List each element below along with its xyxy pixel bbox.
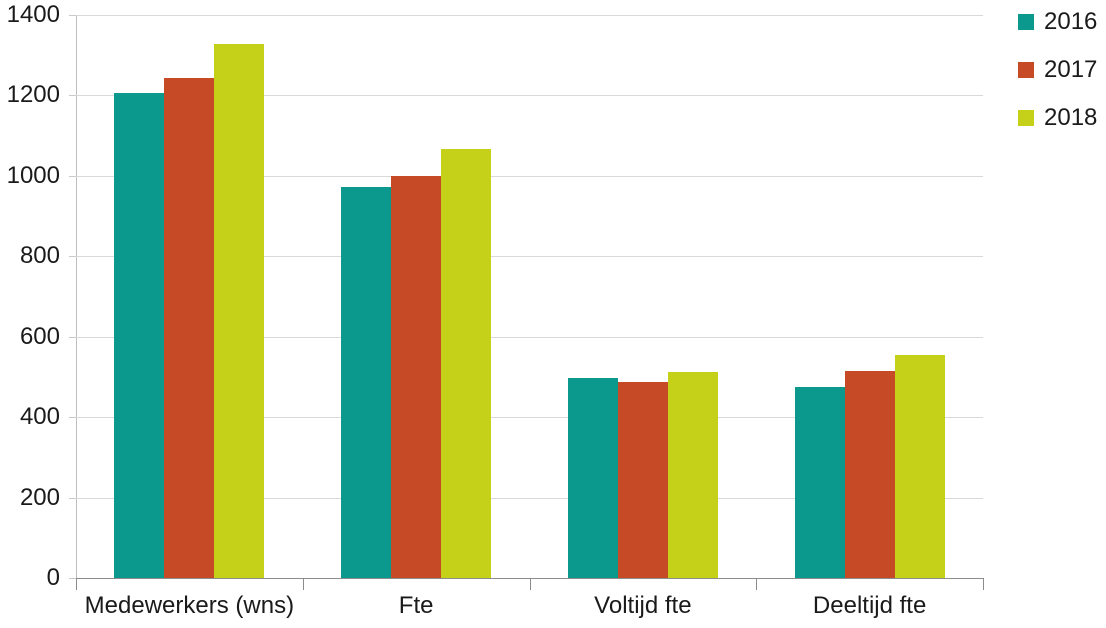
x-tick-2 (529, 578, 531, 590)
y-axis-line (76, 15, 77, 578)
bar-deeltijd-fte-2017 (844, 370, 895, 578)
gridline-800 (76, 256, 983, 258)
x-tick-1 (302, 578, 304, 590)
bar-fte-2018 (441, 148, 492, 578)
bar-deeltijd-fte-2018 (894, 355, 945, 578)
y-axis-label-1200: 1200 (6, 81, 60, 109)
x-axis-label-medewerkers-wns: Medewerkers (wns) (84, 592, 295, 619)
bar-voltijd-fte-2016 (567, 377, 618, 578)
bar-medewerkers-wns-2016 (114, 92, 165, 578)
y-axis-label-400: 400 (19, 403, 60, 431)
y-tick-1400 (69, 15, 76, 16)
y-axis-label-600: 600 (19, 322, 60, 350)
y-tick-200 (69, 497, 76, 499)
x-axis-label-deeltijd-fte: Deeltijd fte (812, 592, 927, 619)
bar-fte-2016 (341, 186, 392, 578)
y-axis-label-1000: 1000 (6, 161, 60, 189)
y-tick-400 (69, 417, 76, 419)
x-tick-4 (983, 578, 984, 590)
y-axis-label-0: 0 (46, 564, 60, 591)
legend-label-2018: 2018 (1044, 104, 1098, 131)
y-tick-800 (69, 256, 76, 258)
y-axis-label-800: 800 (19, 242, 60, 270)
y-axis-label-200: 200 (19, 483, 60, 511)
y-tick-1200 (69, 95, 76, 97)
gridline-400 (76, 417, 983, 419)
legend-label-2017: 2017 (1044, 56, 1098, 83)
legend-label-2016: 2016 (1044, 8, 1098, 35)
bar-medewerkers-wns-2017 (164, 78, 215, 578)
y-tick-1000 (69, 175, 76, 177)
gridline-600 (76, 336, 983, 338)
gridline-1000 (76, 175, 983, 177)
legend-item-2018: 2018 (1018, 103, 1097, 133)
legend-swatch-icon (1018, 110, 1034, 126)
x-tick-3 (756, 578, 758, 590)
gridline-1400 (76, 15, 983, 16)
legend-swatch-icon (1018, 14, 1034, 30)
bar-voltijd-fte-2018 (667, 372, 718, 578)
legend-item-2016: 2016 (1018, 7, 1097, 37)
y-axis-label-1400: 1400 (6, 1, 60, 28)
gridline-200 (76, 497, 983, 499)
x-axis-label-fte: Fte (398, 592, 434, 619)
legend-swatch-icon (1018, 62, 1034, 78)
bar-deeltijd-fte-2016 (794, 386, 845, 578)
bar-medewerkers-wns-2018 (214, 43, 265, 578)
y-tick-600 (69, 336, 76, 338)
gridline-1200 (76, 95, 983, 97)
x-axis-label-voltijd-fte: Voltijd fte (594, 592, 692, 619)
plot-area (76, 15, 983, 578)
legend-item-2017: 2017 (1018, 55, 1097, 85)
bar-fte-2017 (391, 175, 442, 578)
y-tick-0 (69, 578, 76, 579)
bar-voltijd-fte-2017 (617, 382, 668, 578)
x-tick-0 (76, 578, 77, 590)
